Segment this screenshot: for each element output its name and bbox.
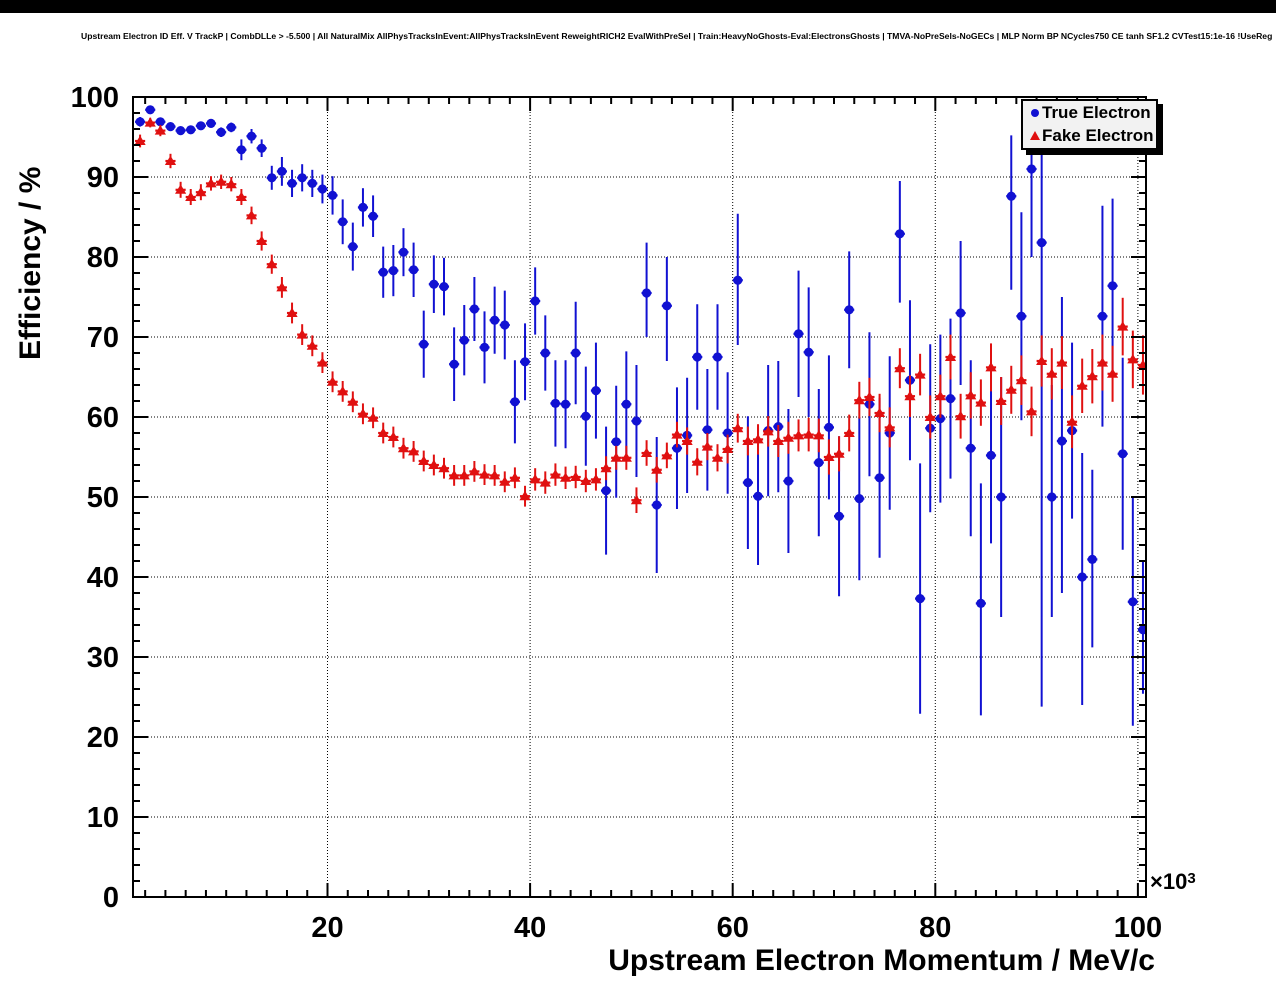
x-tick-labels: 20 40 60 80 100 — [311, 912, 1162, 944]
svg-text:10: 10 — [87, 802, 119, 834]
svg-text:20: 20 — [311, 912, 343, 944]
svg-text:50: 50 — [87, 482, 119, 514]
plot-title: Upstream Electron ID Eff. V TrackP | Com… — [81, 31, 1273, 41]
series-fake-electron — [134, 117, 1146, 513]
legend-entry-fake-electron: Fake Electron — [1023, 124, 1156, 147]
y-tick-labels: 0 10 20 30 40 50 60 70 80 90 100 — [71, 82, 119, 914]
svg-text:60: 60 — [87, 402, 119, 434]
legend-label: Fake Electron — [1042, 125, 1154, 145]
svg-text:40: 40 — [514, 912, 546, 944]
svg-text:0: 0 — [103, 882, 119, 914]
svg-text:20: 20 — [87, 722, 119, 754]
window-top-bar — [0, 0, 1276, 13]
x-axis-title: Upstream Electron Momentum / MeV/c — [608, 944, 1155, 977]
legend-label: True Electron — [1042, 102, 1151, 122]
svg-text:80: 80 — [87, 242, 119, 274]
legend-entry-true-electron: True Electron — [1023, 101, 1156, 124]
y-axis-title: Efficiency / % — [14, 166, 47, 360]
true-electron-marker-icon — [1028, 108, 1042, 117]
x-axis-power-label: ×103 — [1150, 869, 1196, 894]
fake-electron-marker-icon — [1028, 131, 1042, 140]
svg-text:30: 30 — [87, 642, 119, 674]
series-true-electron — [135, 105, 1146, 726]
svg-text:100: 100 — [1114, 912, 1162, 944]
svg-text:90: 90 — [87, 162, 119, 194]
axis-ticks — [133, 96, 1146, 898]
svg-text:60: 60 — [717, 912, 749, 944]
svg-text:70: 70 — [87, 322, 119, 354]
svg-text:100: 100 — [71, 82, 119, 114]
svg-text:80: 80 — [919, 912, 951, 944]
legend-box: True Electron Fake Electron — [1021, 99, 1158, 150]
svg-text:40: 40 — [87, 562, 119, 594]
